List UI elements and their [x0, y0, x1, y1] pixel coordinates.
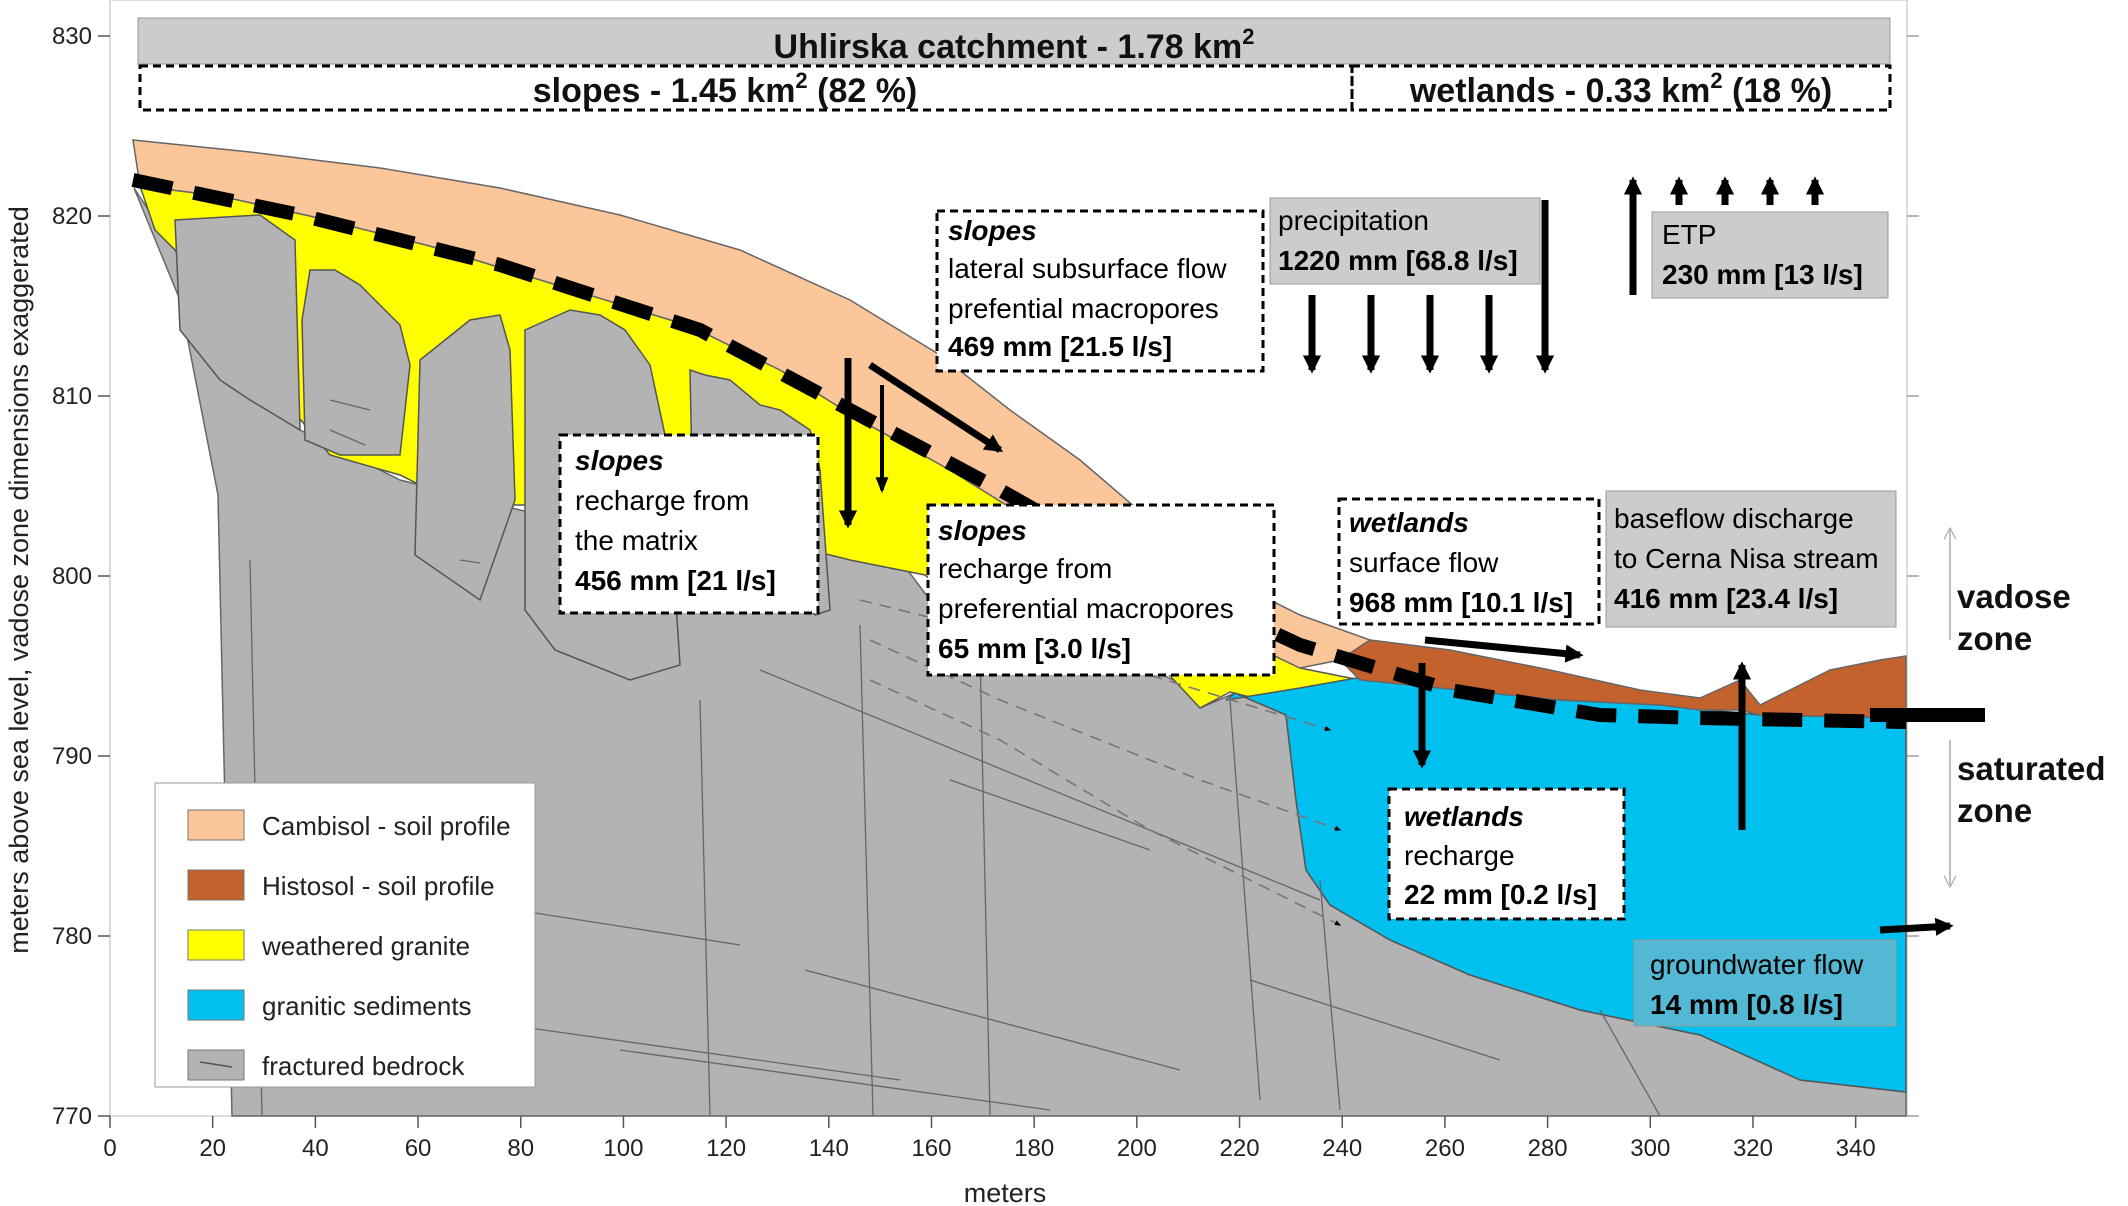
- box-wetlands-recharge: wetlands recharge 22 mm [0.2 l/s]: [1387, 787, 1626, 921]
- bedrock-block: [301, 269, 411, 456]
- wetlands-area-box: [1350, 64, 1892, 112]
- x-tick-label: 220: [1220, 1135, 1260, 1162]
- legend-label: granitic sediments: [262, 991, 472, 1021]
- legend-label: fractured bedrock: [262, 1051, 465, 1081]
- box-line: surface flow: [1349, 547, 1499, 578]
- box-label: precipitation: [1278, 205, 1429, 236]
- box-line: lateral subsurface flow: [948, 253, 1227, 284]
- legend-swatch: [187, 929, 245, 961]
- box-line: to Cerna Nisa stream: [1614, 543, 1879, 574]
- x-tick-label: 320: [1733, 1135, 1773, 1162]
- x-tick-label: 240: [1322, 1135, 1362, 1162]
- lateral-flow-arrow: [868, 362, 1004, 453]
- groundwater-flow-arrow: [1879, 917, 1954, 936]
- box-label: ETP: [1662, 219, 1716, 250]
- box-line: baseflow discharge: [1614, 503, 1854, 534]
- box-etp: ETP 230 mm [13 l/s]: [1651, 211, 1889, 299]
- x-tick-label: 40: [302, 1135, 329, 1162]
- x-tick-label: 300: [1630, 1135, 1670, 1162]
- box-value: 469 mm [21.5 l/s]: [948, 331, 1172, 362]
- x-tick-label: 160: [911, 1135, 951, 1162]
- box-value: 968 mm [10.1 l/s]: [1349, 587, 1573, 618]
- legend-label: Histosol - soil profile: [262, 871, 495, 901]
- box-line: the matrix: [575, 525, 698, 556]
- x-tick-label: 280: [1528, 1135, 1568, 1162]
- box-value: 416 mm [23.4 l/s]: [1614, 583, 1838, 614]
- x-tick-label: 200: [1117, 1135, 1157, 1162]
- y-tick-label: 800: [52, 563, 92, 590]
- box-slopes-macropore-recharge: slopes recharge from preferential macrop…: [926, 503, 1276, 677]
- legend-swatch: [187, 869, 245, 901]
- legend-swatch: [187, 809, 245, 841]
- surface-flow-arrow: [1424, 636, 1584, 663]
- box-value: 14 mm [0.8 l/s]: [1650, 989, 1843, 1020]
- box-value: 230 mm [13 l/s]: [1662, 259, 1863, 290]
- bedrock-block: [174, 214, 301, 432]
- box-line: preferential macropores: [938, 593, 1234, 624]
- x-tick-label: 80: [507, 1135, 534, 1162]
- y-axis: 770 780 790 800 810 820 830: [52, 23, 1919, 1130]
- slopes-area-box: [138, 64, 1354, 112]
- catchment-bar: [137, 17, 1891, 65]
- box-baseflow-discharge: baseflow discharge to Cerna Nisa stream …: [1605, 490, 1897, 628]
- bedrock-block: [414, 314, 516, 602]
- x-tick-label: 0: [103, 1135, 116, 1162]
- x-tick-label: 180: [1014, 1135, 1054, 1162]
- water-table: [131, 173, 1907, 729]
- box-line: recharge: [1404, 840, 1515, 871]
- box-value: 456 mm [21 l/s]: [575, 565, 776, 596]
- box-value: 65 mm [3.0 l/s]: [938, 633, 1131, 664]
- box-precipitation: precipitation 1220 mm [68.8 l/s]: [1269, 197, 1541, 285]
- legend-label: Cambisol - soil profile: [262, 811, 511, 841]
- box-line: prefential macropores: [948, 293, 1219, 324]
- saturated-zone-label: saturated zone: [1957, 750, 2106, 829]
- y-axis-label: meters above sea level, vadose zone dime…: [4, 206, 34, 953]
- box-title: slopes: [948, 215, 1037, 246]
- x-tick-label: 140: [809, 1135, 849, 1162]
- wetlands-area-label: wetlands - 0.33 km2 (18 %): [1409, 68, 1832, 110]
- x-tick-label: 100: [603, 1135, 643, 1162]
- y-tick-label: 820: [52, 203, 92, 230]
- box-wetlands-surface-flow: wetlands surface flow 968 mm [10.1 l/s]: [1337, 497, 1601, 626]
- y-tick-label: 780: [52, 923, 92, 950]
- box-slopes-lateral-flow: slopes lateral subsurface flow prefentia…: [935, 209, 1265, 373]
- vadose-zone-label: vadose zone: [1957, 578, 2071, 657]
- box-title: wetlands: [1349, 507, 1469, 538]
- legend-label: weathered granite: [261, 931, 470, 961]
- legend: Cambisol - soil profile Histosol - soil p…: [154, 782, 536, 1088]
- legend-fracture-mark: [199, 1061, 233, 1068]
- box-title: wetlands: [1404, 801, 1524, 832]
- box-title: slopes: [575, 445, 664, 476]
- box-groundwater-flow: groundwater flow 14 mm [0.8 l/s]: [1633, 939, 1897, 1027]
- slopes-area-label: slopes - 1.45 km2 (82 %): [533, 68, 918, 110]
- y-tick-label: 770: [52, 1103, 92, 1130]
- box-label: groundwater flow: [1650, 949, 1864, 980]
- box-line: recharge from: [938, 553, 1112, 584]
- x-axis: 0 20 40 60 80 100 120 140 160 180 200 220 240 260 280 3…: [103, 1116, 1876, 1162]
- y-tick-label: 810: [52, 383, 92, 410]
- y-tick-label: 830: [52, 23, 92, 50]
- box-line: recharge from: [575, 485, 749, 516]
- x-tick-label: 120: [706, 1135, 746, 1162]
- y-tick-label: 790: [52, 743, 92, 770]
- box-title: slopes: [938, 515, 1027, 546]
- legend-swatch: [187, 989, 245, 1021]
- legend-items: Cambisol - soil profile Histosol - soil p…: [187, 809, 511, 1081]
- box-value: 22 mm [0.2 l/s]: [1404, 879, 1597, 910]
- x-tick-label: 260: [1425, 1135, 1465, 1162]
- x-tick-label: 340: [1836, 1135, 1876, 1162]
- x-axis-label: meters: [964, 1178, 1047, 1206]
- box-value: 1220 mm [68.8 l/s]: [1278, 245, 1518, 276]
- catchment-title: Uhlirska catchment - 1.78 km2: [774, 24, 1255, 66]
- flux-arrows: [838, 176, 1954, 936]
- box-slopes-matrix-recharge: slopes recharge from the matrix 456 mm […: [558, 433, 820, 615]
- x-tick-label: 60: [405, 1135, 432, 1162]
- x-tick-label: 20: [199, 1135, 226, 1162]
